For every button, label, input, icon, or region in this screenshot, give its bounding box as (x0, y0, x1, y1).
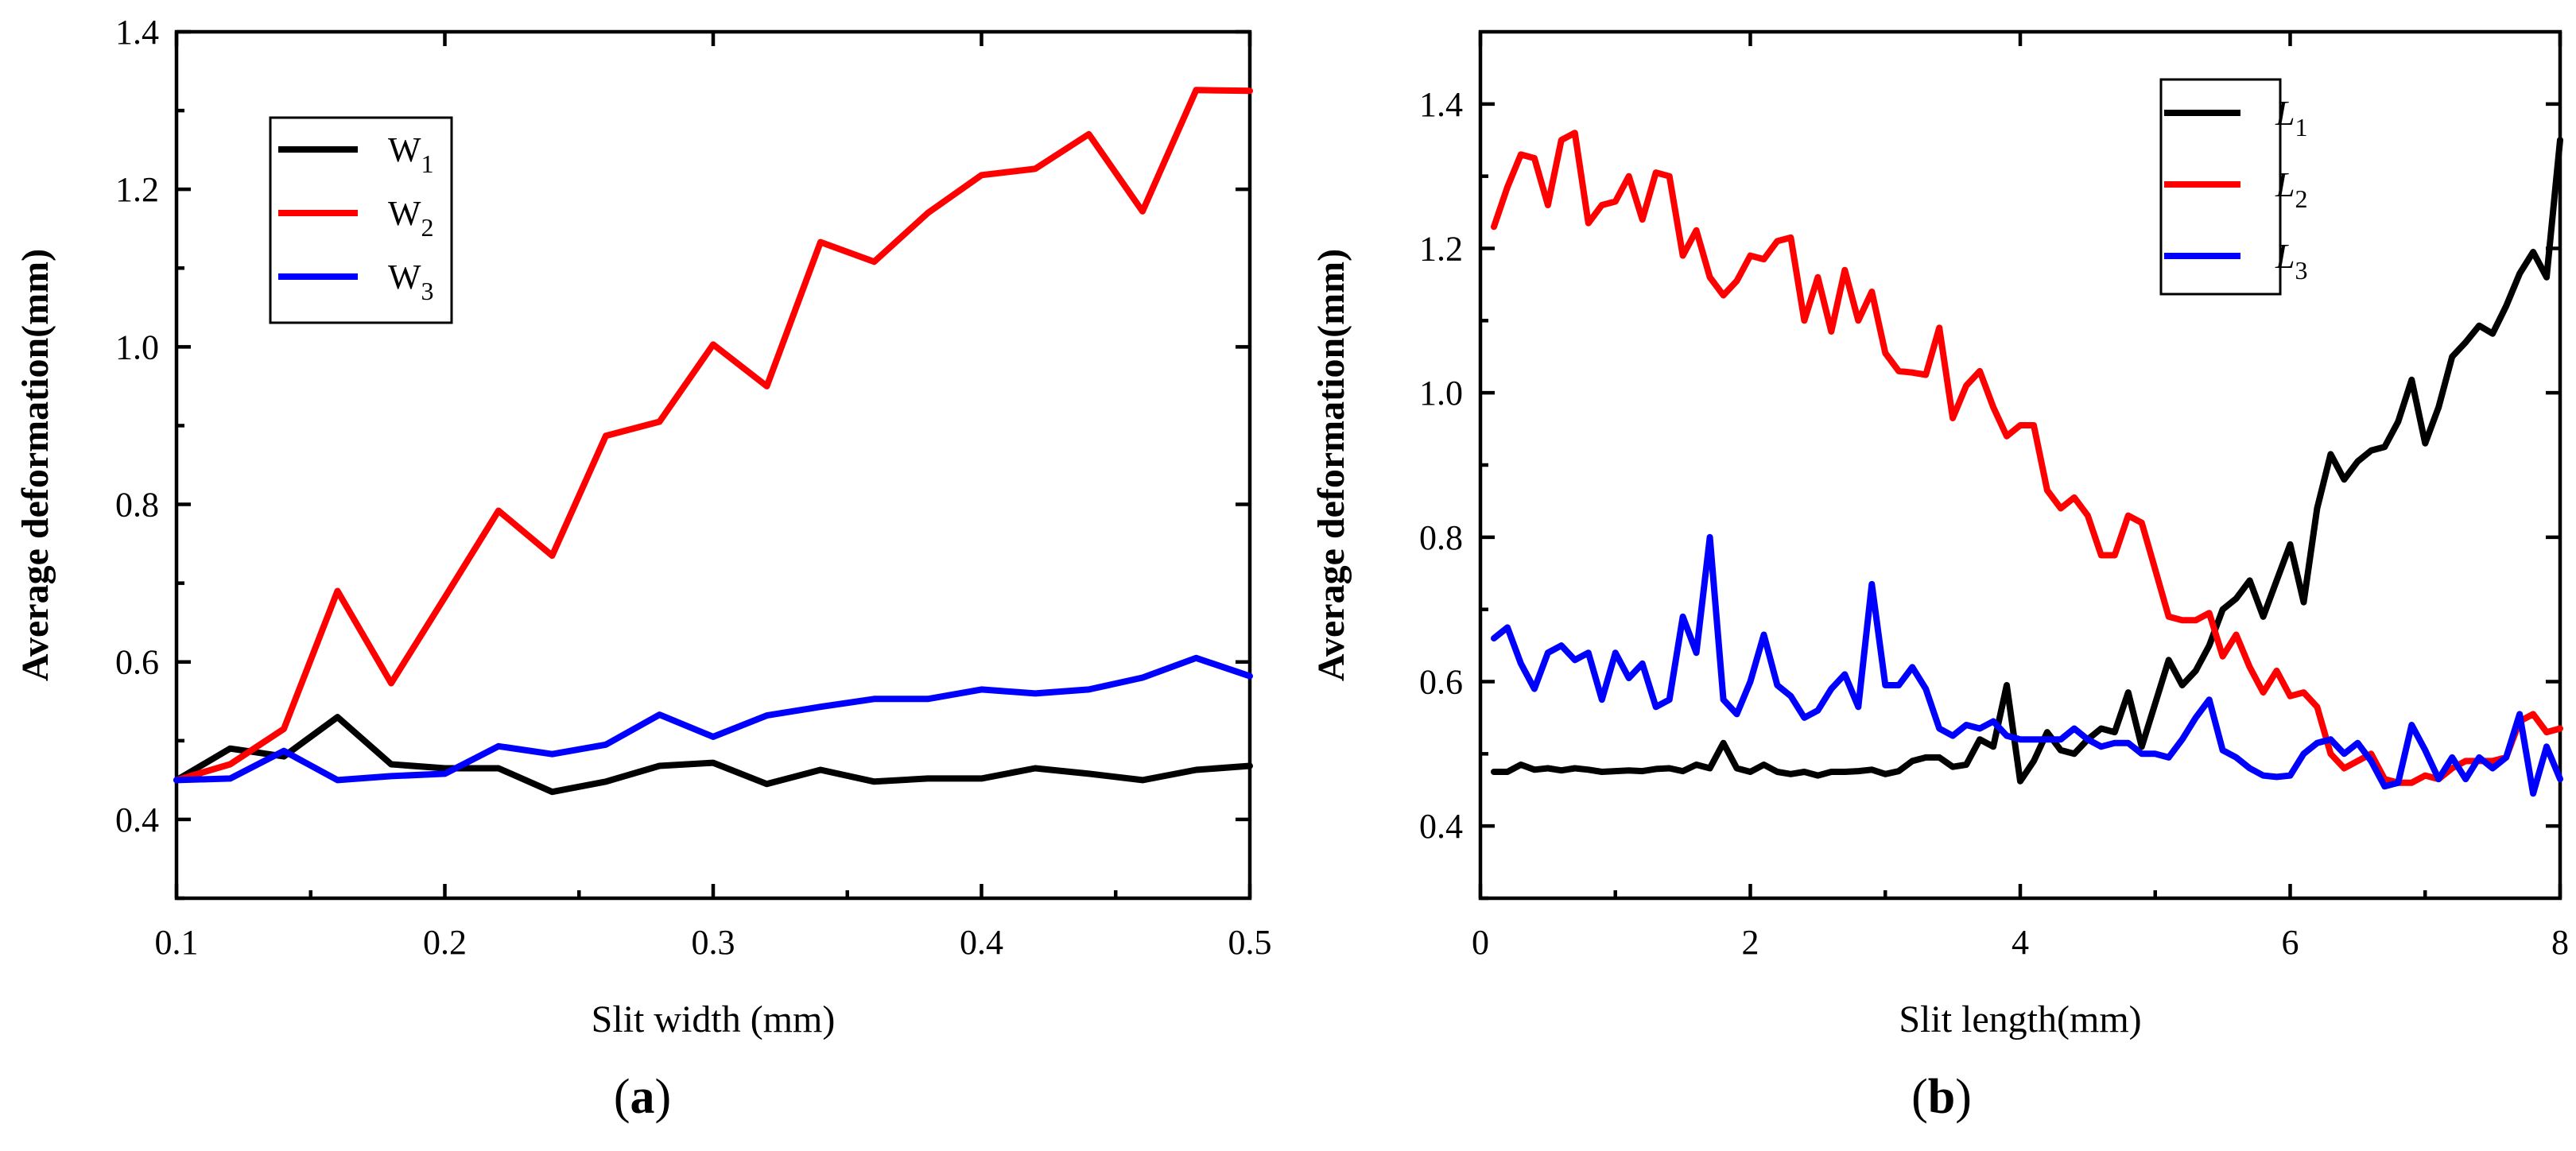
panel-a-y-tick-label: 1.2 (115, 170, 159, 209)
panel-a-panel-label: (a) (614, 1070, 671, 1124)
panel-b-y-tick-label: 1.0 (1419, 374, 1463, 413)
panel-b-series-l1-line (1491, 137, 2563, 785)
panel-a-y-tick-label: 0.8 (115, 486, 159, 525)
panel-a-legend-label-w1: W1 (388, 130, 434, 178)
panel-a-x-tick-label: 0.4 (960, 923, 1003, 962)
panel-b-legend-label-l1: L1 (2275, 94, 2307, 141)
panel-b-x-tick-label: 4 (2012, 923, 2029, 962)
panel-a-y-tick-label: 1.0 (115, 327, 159, 366)
panel-b-x-tick-label: 2 (1742, 923, 1759, 962)
panel-a-series-w2-line (173, 87, 1253, 784)
panel-b-legend-label-l2: L2 (2275, 165, 2307, 213)
panel-b-x-tick-label: 0 (1472, 923, 1489, 962)
panel-b-y-tick-label: 1.4 (1419, 85, 1463, 124)
panel-a-series-w3-line (173, 654, 1253, 784)
panel-a-y-axis-label: Average deformation(mm) (14, 249, 56, 681)
panel-a-x-axis-label: Slit width (mm) (592, 998, 836, 1041)
panel-b-series-l2-line (1491, 130, 2563, 786)
panel-b-panel-label: (b) (1911, 1070, 1972, 1124)
panel-b-y-tick-label: 1.2 (1419, 230, 1463, 269)
panel-b-legend-label-l3: L3 (2275, 237, 2307, 285)
panel-b-legend: L1 L2 L3 (2159, 78, 2307, 296)
chart-panel-b: 0 2 4 6 8 0.4 0.6 0.8 1.0 1.2 1.4 Slit length(mm) Av… (1310, 29, 2569, 1124)
panel-a-x-tick-label: 0.2 (423, 923, 467, 962)
chart-panel-a: 0.1 0.2 0.3 0.4 0.5 0.4 0.6 0.8 1.0 1.2 1.4 Slit wi… (14, 13, 1272, 1124)
panel-a-legend-label-w3: W3 (388, 258, 434, 305)
panel-a-y-tick-label: 0.6 (115, 643, 159, 682)
panel-a-y-tick-label: 0.4 (115, 800, 159, 839)
panel-b-y-tick-label: 0.4 (1419, 807, 1463, 846)
panel-a-series-w1-line (173, 714, 1253, 796)
panel-a-legend-label-w2: W2 (388, 194, 434, 242)
panel-a-legend: W1 W2 W3 (269, 116, 453, 324)
panel-b-y-tick-label: 0.8 (1419, 518, 1463, 557)
panel-b-x-tick-label: 8 (2551, 923, 2569, 962)
panel-b-y-tick-label: 0.6 (1419, 663, 1463, 702)
panel-b-series-l3-line (1491, 533, 2563, 797)
panel-a-y-tick-label: 1.4 (115, 13, 159, 52)
panel-a-x-tick-label: 0.1 (155, 923, 199, 962)
panel-a-x-tick-label: 0.5 (1228, 923, 1272, 962)
panel-b-x-axis-label: Slit length(mm) (1899, 998, 2141, 1041)
panel-b-x-tick-label: 6 (2282, 923, 2299, 962)
panel-b-y-axis-label: Average deformation(mm) (1310, 249, 1352, 681)
panel-a-x-tick-label: 0.3 (692, 923, 735, 962)
